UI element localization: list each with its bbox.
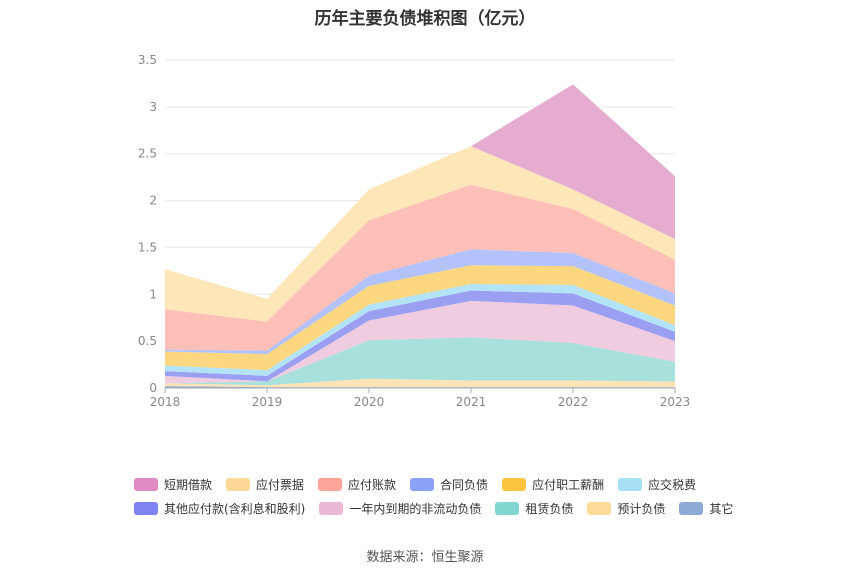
area-series (165, 265, 675, 371)
legend-label: 应付职工薪酬 (532, 477, 605, 492)
area-series (165, 184, 675, 351)
area-series (165, 146, 675, 322)
legend-swatch (319, 501, 344, 515)
legend-swatch (318, 477, 343, 491)
legend-label: 一年内到期的非流动负债 (349, 501, 482, 516)
legend-item[interactable]: 短期借款 (134, 476, 212, 493)
legend-item[interactable]: 其它 (679, 500, 733, 517)
area-series (165, 249, 675, 355)
x-tick-label: 2022 (558, 395, 589, 409)
y-tick-label: 2.5 (138, 147, 157, 161)
legend-row: 短期借款 应付票据 应付账款 合同负债 应付职工薪酬 应交税费 (134, 472, 754, 496)
x-tick-label: 2021 (456, 395, 487, 409)
legend-label: 应付票据 (256, 477, 305, 492)
y-tick-label: 0.5 (138, 334, 157, 348)
legend-swatch (134, 501, 158, 515)
area-series (165, 300, 675, 384)
legend-label: 应交税费 (648, 477, 697, 492)
legend-label: 预计负债 (617, 501, 666, 516)
x-tick-label: 2020 (354, 395, 385, 409)
legend-swatch (502, 477, 527, 491)
stacked-area-chart: 0 0.5 1 1.5 2 2.5 3 3.5 2018 2019 2020 2021 2022 2023 (138, 53, 691, 409)
area-series (165, 337, 675, 386)
chart-legend: 短期借款 应付票据 应付账款 合同负债 应付职工薪酬 应交税费其他应付款(含利息和股利) 一… (134, 472, 754, 520)
y-tick-label: 3.5 (138, 53, 157, 67)
legend-swatch (618, 477, 643, 491)
legend-item[interactable]: 其他应付款(含利息和股利) (134, 500, 305, 517)
area-series (165, 84, 675, 299)
chart-title: 历年主要负债堆积图（亿元） (314, 9, 536, 29)
area-series (165, 290, 675, 382)
y-tick-label: 1.5 (138, 240, 157, 254)
legend-swatch (134, 477, 158, 491)
legend-row: 其他应付款(含利息和股利) 一年内到期的非流动负债 租赁负债 预计负债 其它 (134, 496, 754, 520)
y-tick-label: 0 (149, 381, 157, 395)
x-tick-label: 2019 (252, 395, 283, 409)
legend-label: 短期借款 (164, 477, 213, 492)
legend-swatch (587, 501, 612, 515)
legend-item[interactable]: 一年内到期的非流动负债 (319, 500, 481, 517)
legend-swatch (410, 477, 435, 491)
y-tick-label: 3 (149, 100, 157, 114)
legend-label: 应付账款 (348, 477, 397, 492)
legend-label: 其它 (709, 501, 734, 516)
data-source: 数据来源：恒生聚源 (366, 550, 484, 565)
x-tick-label: 2023 (660, 395, 691, 409)
legend-item[interactable]: 应交税费 (618, 476, 696, 493)
legend-swatch (226, 477, 251, 491)
legend-item[interactable]: 合同负债 (410, 476, 488, 493)
x-tick-label: 2018 (150, 395, 181, 409)
legend-swatch (679, 501, 704, 515)
legend-label: 租赁负债 (525, 501, 574, 516)
y-tick-label: 2 (149, 194, 157, 208)
legend-label: 其他应付款(含利息和股利) (164, 501, 306, 516)
legend-item[interactable]: 应付账款 (318, 476, 396, 493)
area-series (165, 378, 675, 388)
legend-item[interactable]: 应付票据 (226, 476, 304, 493)
legend-swatch (495, 501, 520, 515)
y-tick-label: 1 (149, 287, 157, 301)
legend-label: 合同负债 (440, 477, 489, 492)
legend-item[interactable]: 应付职工薪酬 (502, 476, 604, 493)
legend-item[interactable]: 预计负债 (587, 500, 665, 517)
legend-item[interactable]: 租赁负债 (495, 500, 573, 517)
